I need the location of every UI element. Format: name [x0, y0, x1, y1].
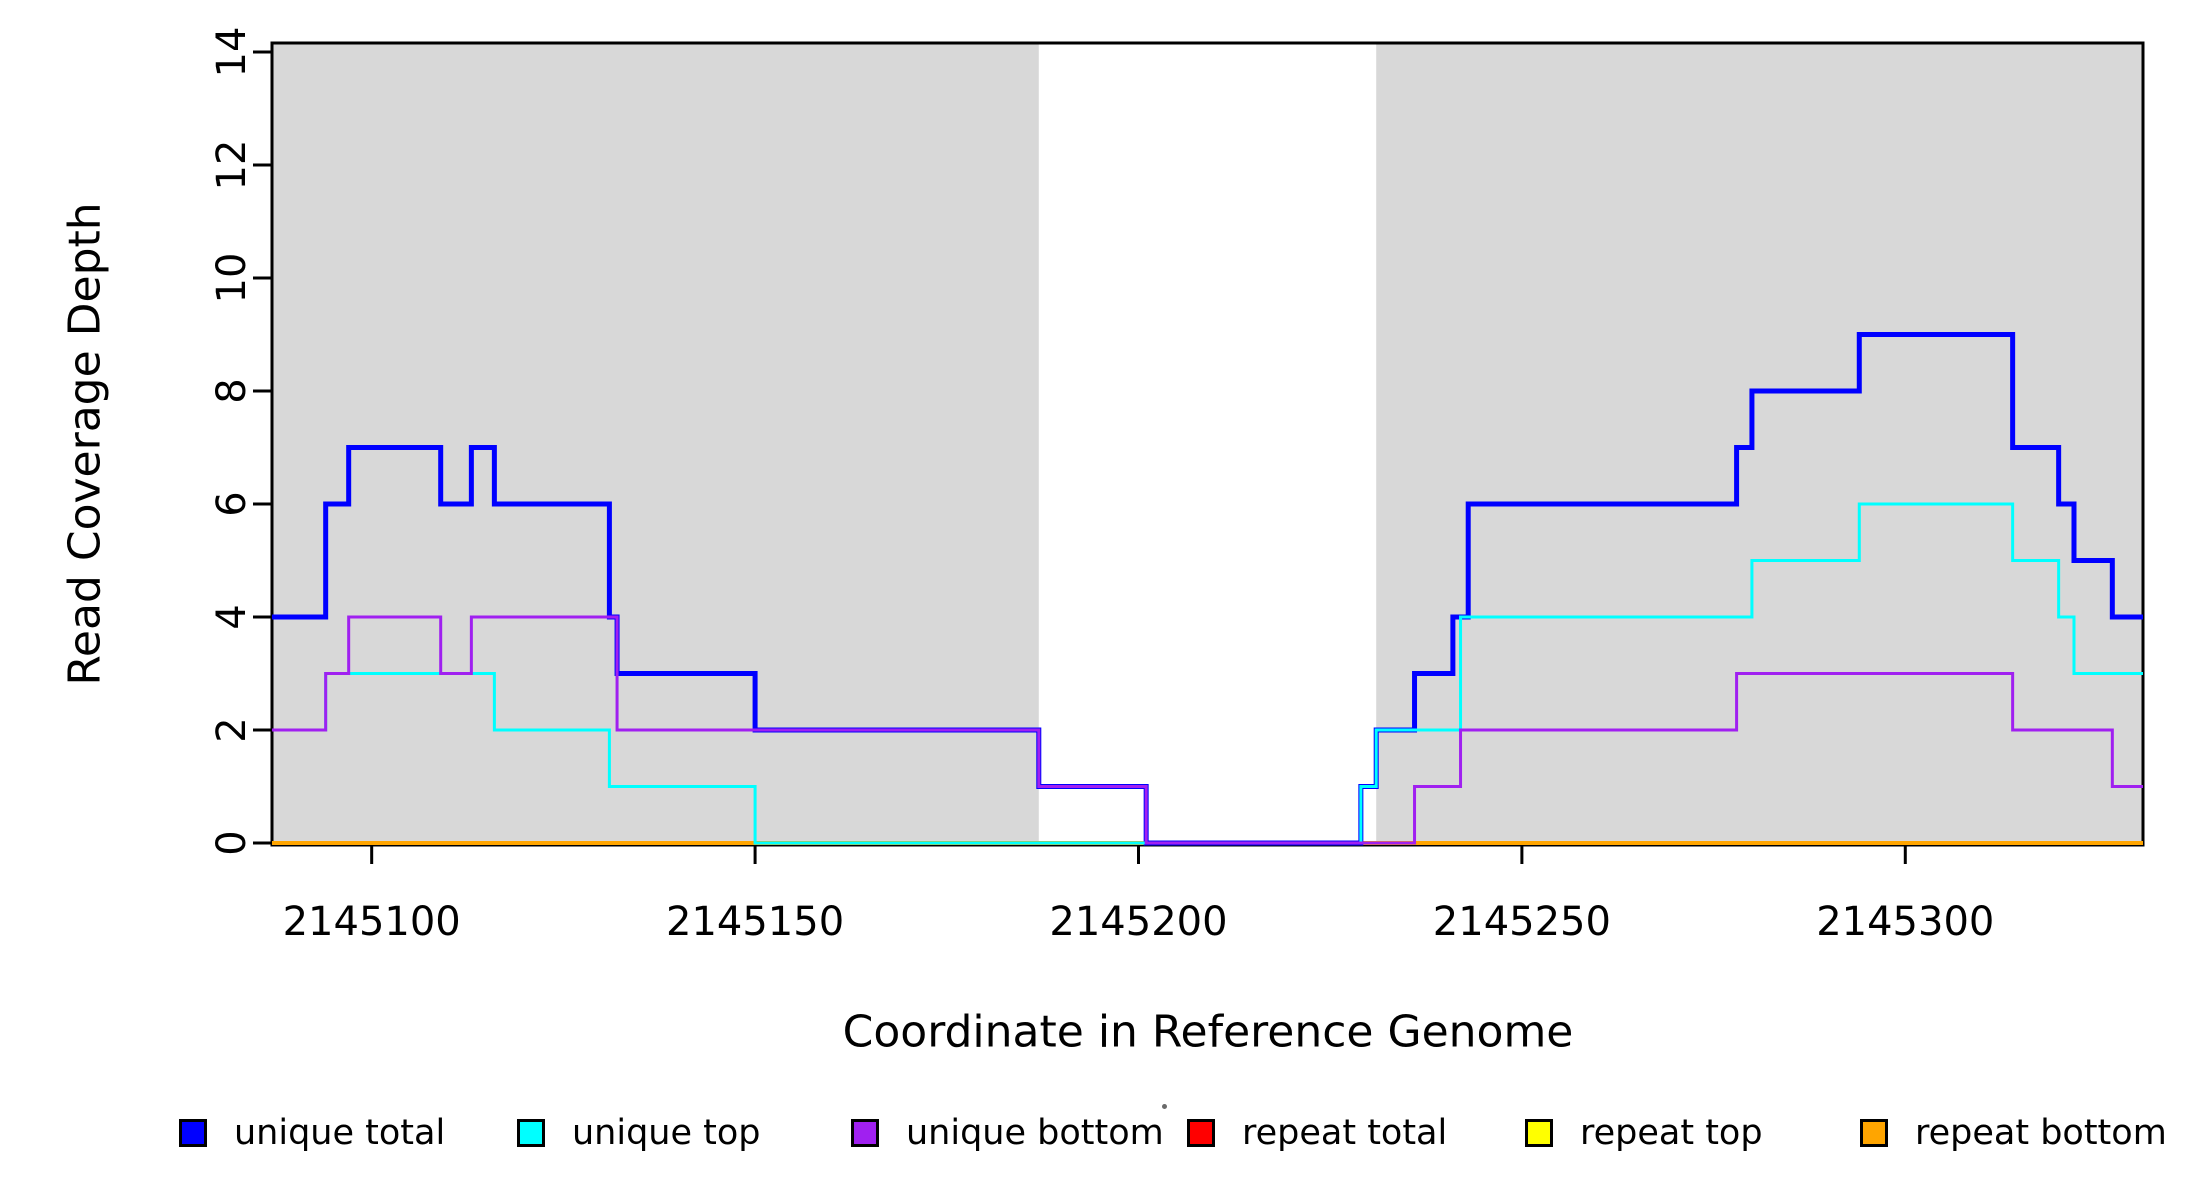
legend-item-unique-bottom: unique bottom	[851, 1113, 1164, 1153]
x-axis-title: Coordinate in Reference Genome	[842, 1006, 1574, 1058]
y-tick-label: 8	[209, 378, 255, 404]
stray-dot	[1162, 1104, 1167, 1109]
y-axis-title: Read Coverage Depth	[59, 202, 111, 686]
y-tick-label: 2	[209, 717, 255, 743]
x-tick-label: 2145100	[282, 899, 461, 945]
series-line-unique-top	[272, 502, 2143, 845]
legend-swatch-icon	[179, 1119, 207, 1147]
series-line-unique-bottom	[272, 615, 2143, 845]
legend-swatch-icon	[1187, 1119, 1215, 1147]
legend-item-repeat-total: repeat total	[1187, 1113, 1447, 1153]
legend-label: repeat total	[1242, 1113, 1448, 1153]
legend-swatch-icon	[851, 1119, 879, 1147]
x-tick-label: 2145200	[1049, 899, 1228, 945]
y-tick-label: 6	[209, 491, 255, 517]
y-tick-label: 14	[209, 26, 255, 78]
x-tick-label: 2145250	[1432, 899, 1611, 945]
legend-item-unique-total: unique total	[179, 1113, 445, 1153]
legend-label: unique top	[572, 1113, 761, 1153]
legend-label: unique total	[234, 1113, 446, 1153]
legend-item-repeat-bottom: repeat bottom	[1860, 1113, 2167, 1153]
legend-swatch-icon	[1525, 1119, 1553, 1147]
x-tick-label: 2145300	[1816, 899, 1995, 945]
y-tick-label: 10	[209, 252, 255, 304]
legend-swatch-icon	[1860, 1119, 1888, 1147]
shaded-region	[1376, 43, 2143, 845]
y-tick-label: 0	[209, 830, 255, 856]
legend-label: unique bottom	[906, 1113, 1164, 1153]
legend-swatch-icon	[517, 1119, 545, 1147]
y-tick-label: 4	[209, 604, 255, 630]
shaded-region	[272, 43, 1039, 845]
legend-label: repeat bottom	[1915, 1113, 2167, 1153]
y-tick-label: 12	[209, 139, 255, 191]
x-tick-label: 2145150	[666, 899, 845, 945]
legend-item-repeat-top: repeat top	[1525, 1113, 1763, 1153]
legend-label: repeat top	[1580, 1113, 1763, 1153]
legend-item-unique-top: unique top	[517, 1113, 761, 1153]
